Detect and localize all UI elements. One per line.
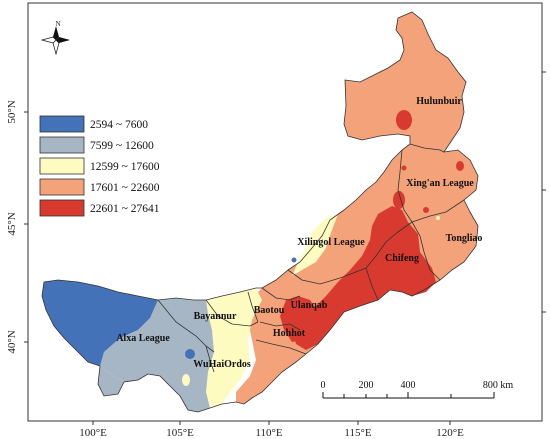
- lat-tick-label: 45°N: [6, 212, 18, 235]
- boundary-bayannur-ordos: [205, 299, 259, 327]
- north-arrow-icon: [40, 26, 70, 56]
- lat-tick-label: 50°N: [6, 100, 18, 123]
- boundary-bayannur-baotou: [247, 291, 259, 323]
- frame-ticks: [24, 71, 546, 425]
- region-fill-red-hulunbuir: [396, 110, 412, 130]
- region-label-xilingol: Xilingol League: [297, 237, 365, 248]
- region-outline: [41, 11, 479, 413]
- region-fill-red-xingan-3: [423, 207, 429, 213]
- boundary-xingan-xilingol: [397, 149, 413, 223]
- region-label-ulanqab: Ulanqab: [291, 300, 328, 311]
- boundary-alxa-bayannur: [157, 299, 215, 353]
- boundary-xilingol-chifeng: [365, 221, 413, 269]
- region-label-wuhaiordos: WuHaiOrdos: [193, 359, 251, 370]
- legend-label: 2594 ~ 7600: [90, 119, 148, 131]
- boundary-hohhot-ordos: [255, 339, 307, 355]
- region-label-xingan: Xing'an League: [406, 178, 474, 189]
- region-fill-red-xingan-2: [456, 161, 464, 171]
- region-label-hulunbuir: Hulunbuir: [416, 96, 462, 107]
- scale-label: 800 km: [483, 380, 514, 391]
- region-fill-yellow-dot-2: [182, 374, 190, 386]
- legend-label: 12599 ~ 17600: [90, 161, 160, 173]
- legend-swatch: [39, 136, 85, 154]
- legend-label: 17601 ~ 22600: [90, 182, 160, 194]
- region-label-alxa: Alxa League: [116, 333, 170, 344]
- region-fill-red: [292, 206, 436, 350]
- lon-tick-label: 115°E: [344, 427, 371, 439]
- lon-tick-label: 120°E: [436, 427, 464, 439]
- region-label-bayannur: Bayannur: [194, 311, 237, 322]
- lat-tick-label: 40°N: [6, 330, 18, 353]
- north-label: N: [55, 20, 60, 28]
- lon-tick-label: 110°E: [255, 427, 282, 439]
- legend-swatch: [39, 178, 85, 196]
- region-fill-blue-dot-1: [185, 349, 195, 359]
- boundary-baotou-hohhot: [259, 321, 301, 331]
- legend-swatch: [39, 115, 85, 133]
- scale-label: 200: [359, 380, 374, 391]
- scale-label: 0: [321, 380, 326, 391]
- lon-tick-label: 105°E: [166, 427, 194, 439]
- scale-label: 400: [401, 380, 416, 391]
- boundary-xilingol-ulanqab: [287, 267, 379, 301]
- boundary-xingan-tongliao: [411, 199, 465, 223]
- boundary-ulanqab-baotou: [261, 287, 301, 301]
- scale-bar: [322, 392, 495, 399]
- region-fill-red-south: [280, 296, 318, 342]
- region-label-hohhot: Hohhot: [273, 328, 306, 339]
- boundary-tongliao-chifeng: [411, 221, 441, 281]
- lon-tick-label: 100°E: [79, 427, 107, 439]
- legend: 2594 ~ 7600 7599 ~ 12600 12599 ~ 17600 1…: [39, 115, 160, 217]
- region-label-baotou: Baotou: [254, 305, 285, 316]
- region-fill-yellow-central: [206, 288, 262, 408]
- legend-label: 7599 ~ 12600: [90, 140, 154, 152]
- map-boundaries: [41, 11, 479, 413]
- legend-swatch: [39, 157, 85, 175]
- region-fill-yellow-dot: [436, 216, 440, 220]
- region-fill-red-xingan-4: [401, 165, 407, 171]
- region-label-tongliao: Tongliao: [446, 233, 483, 244]
- boundary-hulunbuir-xingan: [409, 143, 445, 153]
- region-label-chifeng: Chifeng: [385, 253, 419, 264]
- legend-label: 22601 ~ 27641: [90, 203, 160, 215]
- boundary-wuhai: [205, 345, 215, 373]
- legend-swatch: [39, 199, 85, 217]
- region-fill-blue-dot-2: [291, 257, 297, 263]
- region-fill-grey-sw: [98, 366, 124, 396]
